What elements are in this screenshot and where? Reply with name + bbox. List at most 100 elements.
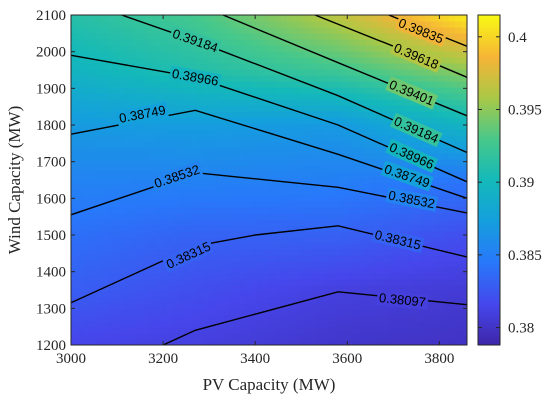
- contour-fill-cell: [125, 183, 132, 190]
- contour-fill-cell: [137, 267, 144, 274]
- contour-fill-cell: [71, 213, 78, 220]
- contour-fill-cell: [461, 189, 467, 196]
- contour-fill-cell: [107, 183, 114, 190]
- contour-fill-cell: [311, 15, 318, 22]
- contour-fill-cell: [77, 267, 84, 274]
- contour-fill-cell: [77, 309, 84, 316]
- contour-fill-cell: [329, 207, 336, 214]
- contour-fill-cell: [287, 213, 294, 220]
- contour-fill-cell: [431, 273, 438, 280]
- contour-fill-cell: [311, 81, 318, 88]
- contour-fill-cell: [179, 321, 186, 328]
- contour-fill-cell: [269, 87, 276, 94]
- contour-fill-cell: [131, 255, 138, 262]
- contour-fill-cell: [83, 111, 90, 118]
- contour-fill-cell: [173, 39, 180, 46]
- contour-fill-cell: [83, 339, 90, 345]
- contour-fill-cell: [149, 339, 156, 345]
- contour-fill-cell: [83, 87, 90, 94]
- contour-fill-cell: [161, 117, 168, 124]
- contour-fill-cell: [155, 261, 162, 268]
- contour-fill-cell: [299, 75, 306, 82]
- contour-fill-cell: [191, 261, 198, 268]
- contour-fill-cell: [449, 261, 456, 268]
- contour-fill-cell: [119, 21, 126, 28]
- contour-fill-cell: [275, 45, 282, 52]
- contour-fill-cell: [287, 261, 294, 268]
- contour-fill-cell: [227, 249, 234, 256]
- contour-fill-cell: [107, 159, 114, 166]
- contour-fill-cell: [287, 177, 294, 184]
- contour-fill-cell: [275, 279, 282, 286]
- contour-fill-cell: [371, 153, 378, 160]
- contour-fill-cell: [437, 93, 444, 100]
- contour-fill-cell: [233, 255, 240, 262]
- contour-fill-cell: [245, 15, 252, 22]
- contour-fill-cell: [437, 159, 444, 166]
- contour-fill-cell: [323, 135, 330, 142]
- contour-fill-cell: [215, 93, 222, 100]
- contour-fill-cell: [353, 177, 360, 184]
- contour-fill-cell: [383, 321, 390, 328]
- contour-fill-cell: [197, 285, 204, 292]
- contour-fill-cell: [119, 99, 126, 106]
- contour-fill-cell: [89, 249, 96, 256]
- contour-fill-cell: [317, 267, 324, 274]
- contour-fill-cell: [173, 45, 180, 52]
- contour-fill-cell: [251, 195, 258, 202]
- contour-fill-cell: [215, 309, 222, 316]
- contour-fill-cell: [365, 21, 372, 28]
- contour-fill-cell: [83, 75, 90, 82]
- contour-fill-cell: [443, 327, 450, 334]
- contour-fill-cell: [245, 159, 252, 166]
- contour-fill-cell: [173, 273, 180, 280]
- contour-fill-cell: [449, 273, 456, 280]
- contour-fill-cell: [77, 33, 84, 40]
- contour-fill-cell: [371, 327, 378, 334]
- contour-fill-cell: [335, 147, 342, 154]
- contour-fill-cell: [305, 339, 312, 345]
- contour-fill-cell: [329, 123, 336, 130]
- contour-fill-cell: [89, 339, 96, 345]
- contour-fill-cell: [461, 327, 467, 334]
- contour-fill-cell: [425, 237, 432, 244]
- contour-fill-cell: [185, 225, 192, 232]
- contour-fill-cell: [113, 219, 120, 226]
- contour-fill-cell: [443, 147, 450, 154]
- contour-fill-cell: [377, 21, 384, 28]
- contour-fill-cell: [107, 213, 114, 220]
- contour-fill-cell: [371, 285, 378, 292]
- contour-fill-cell: [203, 129, 210, 136]
- contour-fill-cell: [161, 87, 168, 94]
- contour-fill-cell: [359, 303, 366, 310]
- contour-fill-cell: [461, 279, 467, 286]
- contour-fill-cell: [155, 21, 162, 28]
- contour-fill-cell: [425, 75, 432, 82]
- contour-fill-cell: [191, 201, 198, 208]
- contour-fill-cell: [419, 219, 426, 226]
- contour-fill-cell: [449, 327, 456, 334]
- contour-fill-cell: [71, 63, 78, 70]
- contour-fill-cell: [257, 111, 264, 118]
- contour-fill-cell: [89, 195, 96, 202]
- contour-fill-cell: [227, 213, 234, 220]
- contour-fill-cell: [137, 243, 144, 250]
- contour-fill-cell: [269, 171, 276, 178]
- contour-fill-cell: [95, 159, 102, 166]
- contour-fill-cell: [287, 93, 294, 100]
- contour-fill-cell: [215, 267, 222, 274]
- contour-fill-cell: [383, 333, 390, 340]
- contour-fill-cell: [425, 105, 432, 112]
- contour-fill-cell: [89, 189, 96, 196]
- contour-fill-cell: [137, 39, 144, 46]
- contour-fill-cell: [203, 99, 210, 106]
- contour-fill-cell: [233, 63, 240, 70]
- contour-fill-cell: [263, 201, 270, 208]
- contour-fill-cell: [287, 207, 294, 214]
- contour-fill-cell: [125, 105, 132, 112]
- contour-fill-cell: [323, 333, 330, 340]
- contour-fill-cell: [173, 153, 180, 160]
- contour-fill-cell: [263, 285, 270, 292]
- contour-fill-cell: [215, 69, 222, 76]
- contour-fill-cell: [383, 33, 390, 40]
